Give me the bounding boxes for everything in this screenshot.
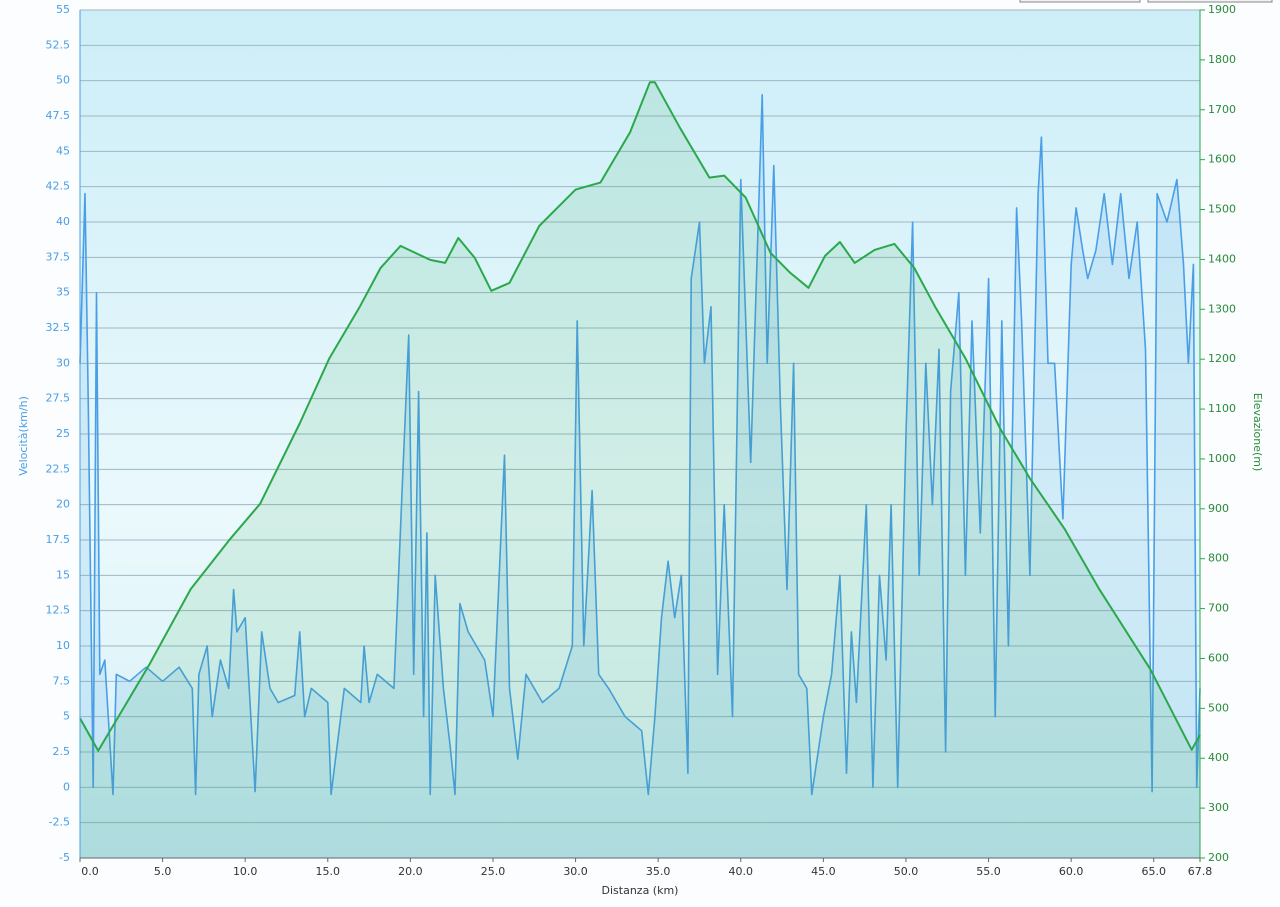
x-axis-title: Distanza (km) bbox=[602, 884, 679, 897]
y-tick-label: 0 bbox=[63, 780, 70, 793]
y-tick-label: 5 bbox=[63, 710, 70, 723]
x-tick-label: 50.0 bbox=[894, 865, 919, 878]
x-tick-label: 60.0 bbox=[1059, 865, 1084, 878]
x-tick-label: 25.0 bbox=[481, 865, 506, 878]
y-tick-label: 7.5 bbox=[53, 674, 71, 687]
y2-tick-label: 800 bbox=[1208, 552, 1229, 565]
y-tick-label: 40 bbox=[56, 215, 70, 228]
y-tick-label: 55 bbox=[56, 3, 70, 16]
y-tick-label: 17.5 bbox=[46, 533, 71, 546]
x-tick-label: 0.0 bbox=[81, 865, 99, 878]
y-tick-label: -2.5 bbox=[49, 816, 70, 829]
y2-tick-label: 500 bbox=[1208, 701, 1229, 714]
y-tick-label: 25 bbox=[56, 427, 70, 440]
y-tick-label: 32.5 bbox=[46, 321, 71, 334]
y2-axis-title: Elevazione(m) bbox=[1251, 393, 1264, 472]
x-tick-label: 5.0 bbox=[154, 865, 172, 878]
x-tick-label: 65.0 bbox=[1141, 865, 1166, 878]
y-tick-label: -5 bbox=[59, 851, 70, 864]
y-tick-label: 27.5 bbox=[46, 392, 71, 405]
y-tick-label: 2.5 bbox=[53, 745, 71, 758]
x-tick-label: 40.0 bbox=[729, 865, 754, 878]
y2-tick-label: 200 bbox=[1208, 851, 1229, 864]
x-tick-label: 20.0 bbox=[398, 865, 423, 878]
button[interactable] bbox=[1019, 0, 1141, 3]
y-tick-label: 50 bbox=[56, 74, 70, 87]
area bbox=[80, 94, 1200, 859]
y2-tick-label: 1100 bbox=[1208, 402, 1236, 415]
y-tick-label: 12.5 bbox=[46, 604, 71, 617]
y2-tick-label: 1200 bbox=[1208, 352, 1236, 365]
y-tick-label: 42.5 bbox=[46, 180, 71, 193]
y2-tick-label: 1900 bbox=[1208, 3, 1236, 16]
button[interactable] bbox=[1147, 0, 1273, 3]
y-tick-label: 52.5 bbox=[46, 38, 71, 51]
y-tick-label: 30 bbox=[56, 356, 70, 369]
line bbox=[79, 81, 1201, 752]
y2-tick-label: 300 bbox=[1208, 801, 1229, 814]
y-tick-label: 45 bbox=[56, 144, 70, 157]
x-tick-label: 30.0 bbox=[563, 865, 588, 878]
y-tick-label: 20 bbox=[56, 498, 70, 511]
y2-tick-label: 1800 bbox=[1208, 53, 1236, 66]
y2-tick-label: 900 bbox=[1208, 502, 1229, 515]
y2-tick-label: 1700 bbox=[1208, 103, 1236, 116]
y-tick-label: 15 bbox=[56, 568, 70, 581]
x-tick-label: 45.0 bbox=[811, 865, 836, 878]
y2-tick-label: 1600 bbox=[1208, 153, 1236, 166]
line bbox=[79, 94, 1201, 796]
y2-tick-label: 1000 bbox=[1208, 452, 1236, 465]
y-tick-label: 35 bbox=[56, 286, 70, 299]
y2-tick-label: 1500 bbox=[1208, 203, 1236, 216]
area bbox=[80, 82, 1200, 859]
y-tick-label: 10 bbox=[56, 639, 70, 652]
y2-tick-label: 1300 bbox=[1208, 302, 1236, 315]
x-tick-label: 15.0 bbox=[316, 865, 341, 878]
y-axis-title: Velocità(km/h) bbox=[17, 396, 30, 476]
y-tick-label: 37.5 bbox=[46, 250, 71, 263]
x-tick-label: 55.0 bbox=[976, 865, 1001, 878]
x-tick-label: 10.0 bbox=[233, 865, 258, 878]
y2-tick-label: 700 bbox=[1208, 602, 1229, 615]
y-tick-label: 47.5 bbox=[46, 109, 71, 122]
y-tick-label: 22.5 bbox=[46, 462, 71, 475]
y2-tick-label: 400 bbox=[1208, 751, 1229, 764]
y2-tick-label: 600 bbox=[1208, 651, 1229, 664]
y2-tick-label: 1400 bbox=[1208, 252, 1236, 265]
x-tick-label: 35.0 bbox=[646, 865, 671, 878]
x-tick-label: 67.8 bbox=[1188, 865, 1213, 878]
